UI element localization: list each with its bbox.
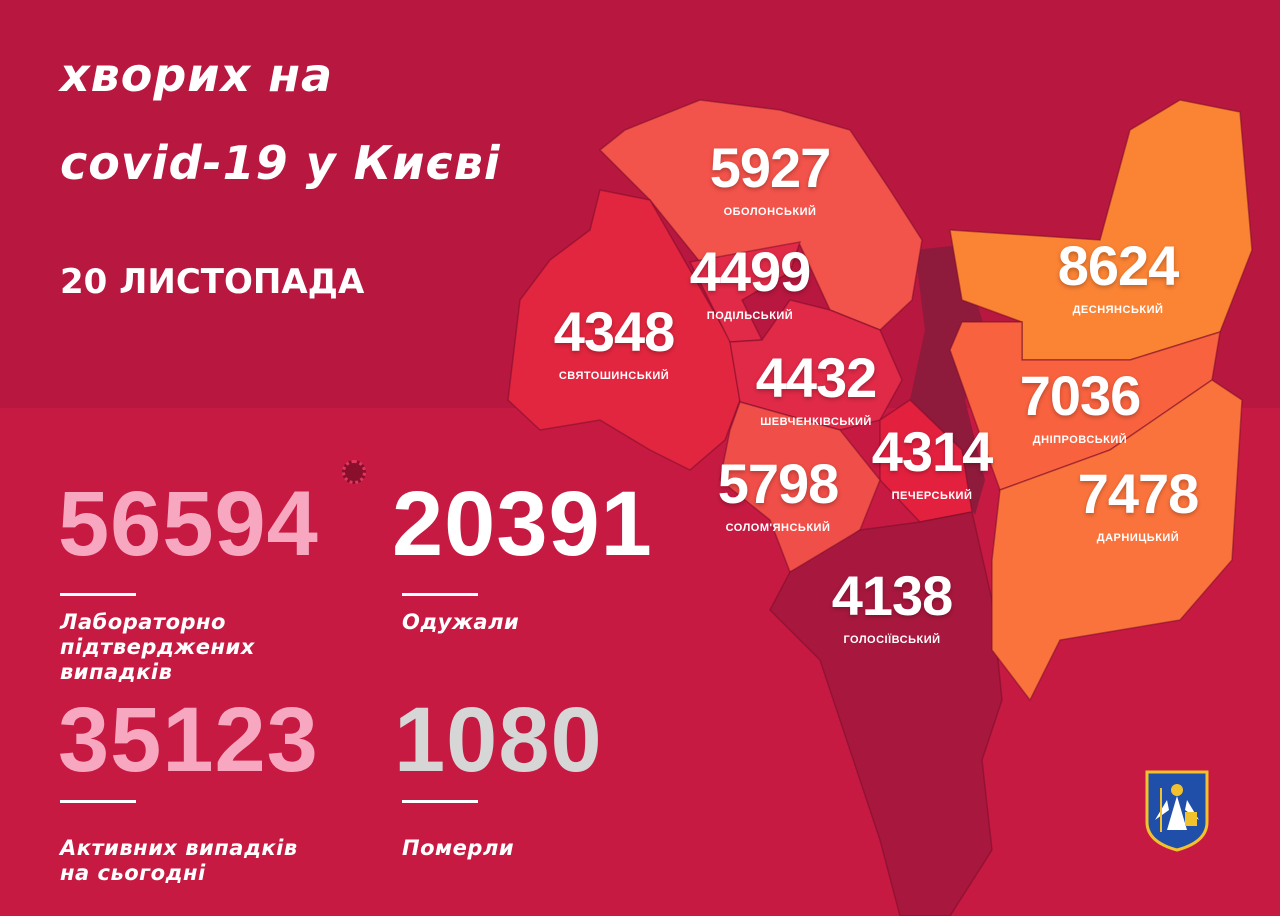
district-shape-desnianskyi[interactable] [949, 99, 1253, 361]
district-name: ШЕВЧЕНКІВСЬКИЙ [760, 416, 872, 429]
district-name: ДНІПРОВСЬКИЙ [1032, 434, 1128, 447]
district-name: ПОДІЛЬСЬКИЙ [706, 310, 794, 323]
stat-deaths-label: Померли [402, 836, 514, 861]
label-line: Померли [402, 836, 515, 860]
stat-confirmed-value: 56594 [58, 473, 319, 575]
district-name: ГОЛОСІЇВСЬКИЙ [843, 634, 941, 647]
stat-confirmed-label: Лабораторно підтверджених випадків [60, 610, 255, 685]
district-value: 4499 [689, 240, 812, 303]
stat-deaths-value: 1080 [394, 689, 603, 791]
divider [60, 593, 136, 596]
district-value: 4314 [871, 420, 994, 483]
district-shevchenkivskyi: 4432 ШЕВЧЕНКІВСЬКИЙ [716, 344, 916, 429]
title-line-1: хворих на [60, 48, 334, 102]
title-line-2: covid-19 у Києві [60, 136, 501, 190]
district-value: 5798 [717, 452, 840, 515]
district-dniprovskyi: 7036 ДНІПРОВСЬКИЙ [980, 362, 1180, 447]
label-line: випадків [60, 660, 173, 684]
district-obolonskyi: 5927 ОБОЛОНСЬКИЙ [670, 134, 870, 219]
district-sviatoshynskyi: 4348 СВЯТОШИНСЬКИЙ [514, 298, 714, 383]
district-holosiivskyi: 4138 ГОЛОСІЇВСЬКИЙ [792, 562, 992, 647]
label-line: підтверджених [60, 635, 255, 659]
district-darnytskyi: 7478 ДАРНИЦЬКИЙ [1038, 460, 1238, 545]
district-value: 5927 [709, 136, 832, 199]
report-date: 20 ЛИСТОПАДА [60, 262, 365, 302]
district-name: ОБОЛОНСЬКИЙ [723, 206, 817, 219]
district-value: 4138 [831, 564, 954, 627]
divider [402, 593, 478, 596]
district-name: ПЕЧЕРСЬКИЙ [891, 490, 973, 503]
stat-active-value: 35123 [58, 689, 319, 791]
district-name: СВЯТОШИНСЬКИЙ [558, 370, 670, 383]
district-podilskyi: 4499 ПОДІЛЬСЬКИЙ [650, 238, 850, 323]
district-shape-sviatoshynskyi[interactable] [507, 189, 741, 471]
label-line: Активних випадків [60, 836, 298, 860]
virus-icon [342, 460, 366, 484]
river-dnipro [910, 245, 985, 515]
district-shape-darnytskyi[interactable] [991, 379, 1243, 702]
district-value: 8624 [1057, 234, 1180, 297]
kyiv-coat-of-arms-icon [1145, 770, 1209, 852]
label-line: Одужали [402, 610, 520, 634]
district-name: ДАРНИЦЬКИЙ [1096, 532, 1180, 545]
district-name: ДЕСНЯНСЬКИЙ [1072, 304, 1164, 317]
district-solomianskyi: 5798 СОЛОМ'ЯНСЬКИЙ [678, 450, 878, 535]
district-value: 7478 [1077, 462, 1200, 525]
stat-recovered-value: 20391 [392, 473, 653, 575]
district-desnianskyi: 8624 ДЕСНЯНСЬКИЙ [1018, 232, 1218, 317]
label-line: на сьогодні [60, 861, 206, 885]
divider [402, 800, 478, 803]
district-pecherskyi: 4314 ПЕЧЕРСЬКИЙ [832, 418, 1032, 503]
district-shape-holosiivskyi[interactable] [769, 511, 1003, 916]
district-name: СОЛОМ'ЯНСЬКИЙ [725, 522, 831, 535]
district-value: 7036 [1019, 364, 1142, 427]
stat-active-label: Активних випадків на сьогодні [60, 836, 298, 886]
label-line: Лабораторно [60, 610, 226, 634]
district-value: 4432 [755, 346, 878, 409]
district-value: 4348 [553, 300, 676, 363]
divider [60, 800, 136, 803]
stat-recovered-label: Одужали [402, 610, 519, 635]
